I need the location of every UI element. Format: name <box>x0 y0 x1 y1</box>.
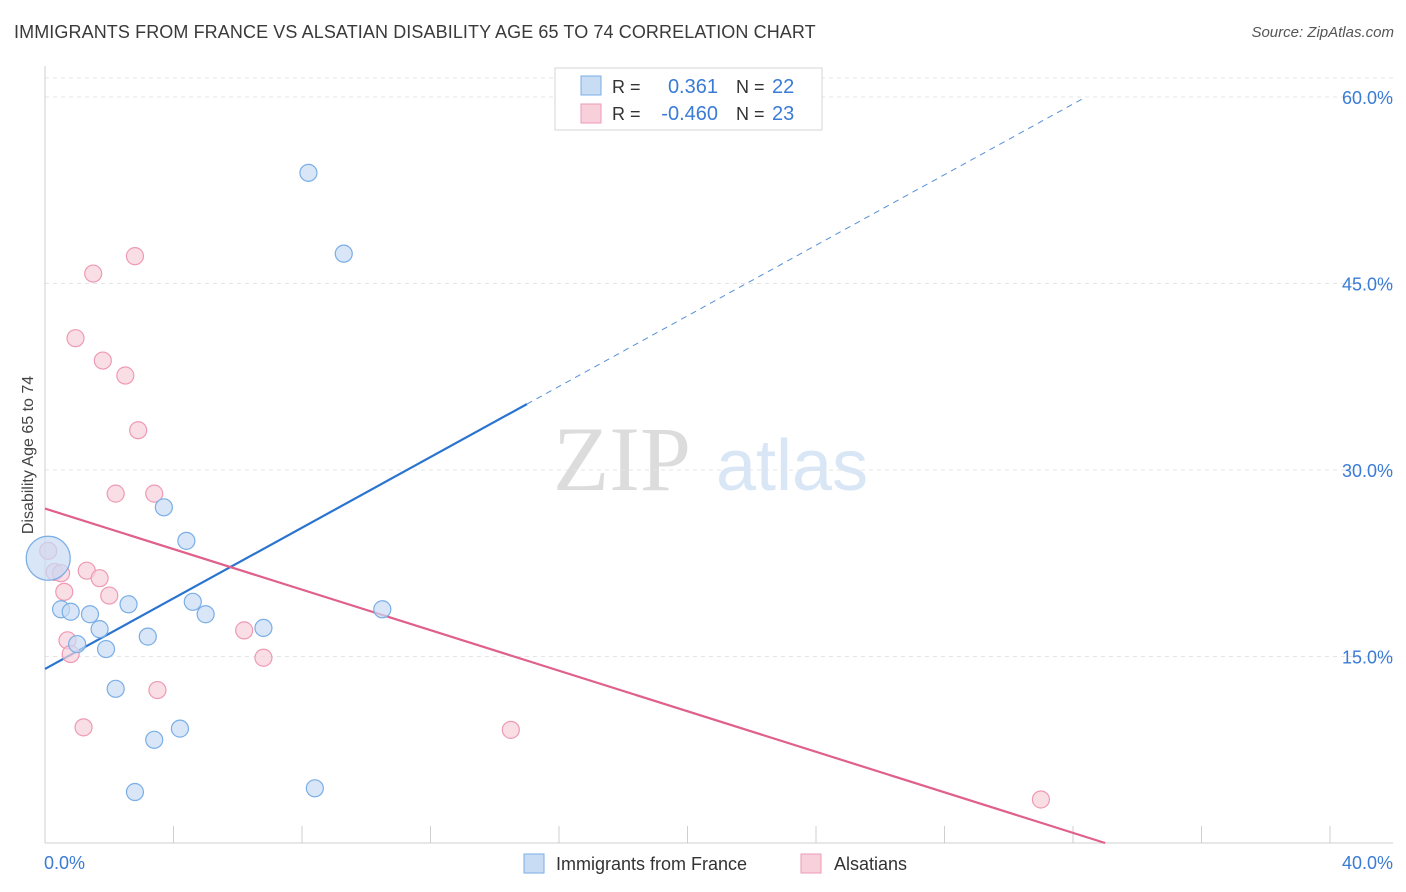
legend-swatch-alsatians <box>580 103 602 124</box>
data-point-alsatians <box>125 247 145 266</box>
x-tick-label-min: 0.0% <box>44 853 85 873</box>
bottom-legend-swatch-alsatians <box>800 853 822 874</box>
data-point-france <box>305 779 324 798</box>
data-point-alsatians <box>106 484 125 503</box>
data-point-alsatians <box>93 351 112 370</box>
legend-r-label-alsatians: R = <box>612 104 641 124</box>
data-point-france <box>25 535 71 581</box>
trend-line-alsatians <box>44 507 1106 845</box>
y-tick-label: 15.0% <box>1342 648 1393 668</box>
data-point-france <box>119 595 138 614</box>
data-point-france <box>106 679 125 698</box>
trend-line-france <box>44 403 528 670</box>
data-point-france <box>183 592 202 611</box>
data-point-alsatians <box>129 421 148 440</box>
data-point-france <box>154 498 173 517</box>
legend-swatch-france <box>580 75 602 96</box>
point-layer <box>25 163 1050 809</box>
legend-n-label-alsatians: N = <box>736 104 765 124</box>
data-point-france <box>254 618 273 638</box>
data-point-france <box>170 719 190 738</box>
legend-n-value-france: 22 <box>772 76 794 98</box>
data-point-alsatians <box>145 484 164 503</box>
data-point-france <box>145 730 164 749</box>
watermark-atlas: atlas <box>716 426 868 506</box>
legend-box: R = 0.361 N = 22 R = -0.460 N = 23 <box>554 67 823 131</box>
axis-layer: 15.0% 30.0% 45.0% 60.0% <box>44 66 1393 844</box>
data-point-alsatians <box>66 329 85 348</box>
legend-r-label-france: R = <box>612 77 641 97</box>
data-point-france <box>68 634 87 654</box>
data-point-france <box>96 639 116 659</box>
data-point-france <box>80 605 100 624</box>
legend-r-value-alsatians: -0.460 <box>661 103 718 125</box>
data-point-alsatians <box>74 718 93 737</box>
data-point-france <box>90 620 109 639</box>
trend-line-france-extension <box>526 96 1087 405</box>
y-tick-label: 45.0% <box>1342 275 1393 295</box>
y-tick-label: 30.0% <box>1342 461 1393 481</box>
legend-n-label-france: N = <box>736 77 765 97</box>
data-point-alsatians <box>1031 790 1050 809</box>
watermark-zip: ZIP <box>553 408 691 510</box>
grid-layer <box>45 77 1393 657</box>
trend-layer <box>44 96 1106 845</box>
data-point-france <box>138 627 157 646</box>
data-point-alsatians <box>235 621 254 640</box>
chart-title: IMMIGRANTS FROM FRANCE VS ALSATIAN DISAB… <box>14 22 816 42</box>
y-tick-label: 60.0% <box>1342 88 1393 108</box>
bottom-legend-label-alsatians: Alsatians <box>834 854 907 874</box>
data-point-alsatians <box>55 582 74 601</box>
y-axis-label: Disability Age 65 to 74 <box>20 376 37 534</box>
data-point-alsatians <box>100 586 119 605</box>
chart-source: Source: ZipAtlas.com <box>1251 24 1394 41</box>
data-point-alsatians <box>90 569 109 588</box>
data-point-alsatians <box>148 680 167 700</box>
data-point-france <box>299 163 318 182</box>
data-point-france <box>334 244 353 263</box>
data-point-france <box>196 605 215 624</box>
data-point-france <box>373 600 392 619</box>
legend-n-value-alsatians: 23 <box>772 103 794 125</box>
data-point-alsatians <box>116 366 135 385</box>
bottom-legend-label-france: Immigrants from France <box>556 854 747 874</box>
data-point-alsatians <box>254 648 273 667</box>
data-point-france <box>61 602 80 621</box>
data-point-france <box>125 782 145 802</box>
bottom-legend-swatch-france <box>523 853 545 874</box>
bottom-legend: Immigrants from France Alsatians <box>523 853 907 874</box>
data-point-alsatians <box>84 264 103 283</box>
data-point-france <box>177 531 196 550</box>
x-tick-label-max: 40.0% <box>1342 853 1393 873</box>
data-point-alsatians <box>501 720 520 739</box>
legend-r-value-france: 0.361 <box>668 76 718 98</box>
